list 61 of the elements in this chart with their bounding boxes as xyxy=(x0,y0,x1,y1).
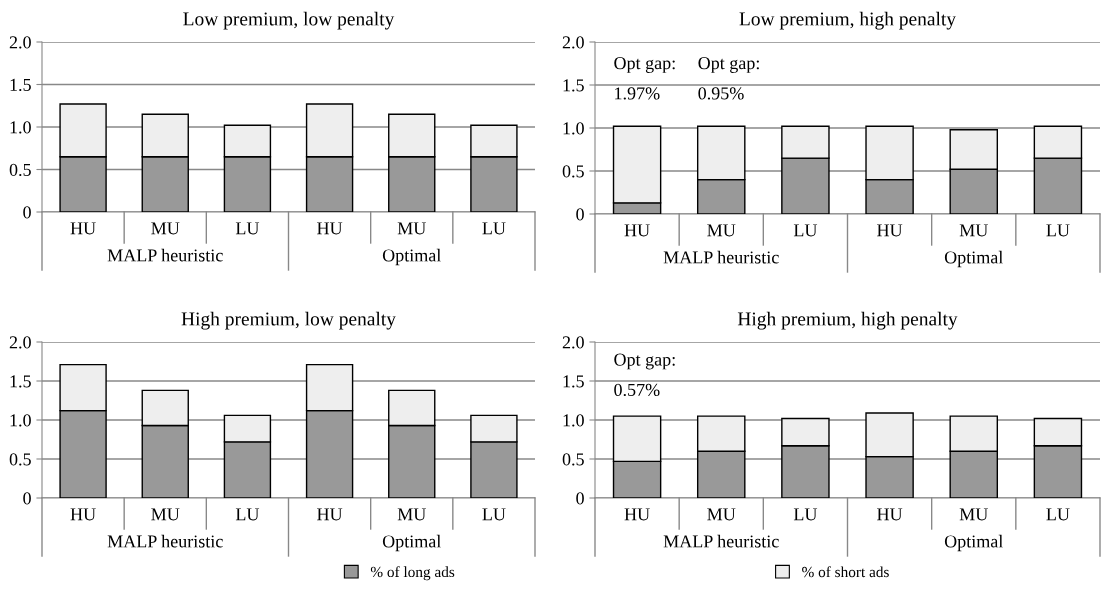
y-tick-label: 2.0 xyxy=(562,336,584,349)
y-tick-label: 1.0 xyxy=(563,414,584,427)
y-tick-label: 0 xyxy=(23,206,31,219)
y-tick-label: 2.0 xyxy=(9,36,31,49)
x-tick-label: LU xyxy=(1046,224,1070,237)
y-tick-label: 0.5 xyxy=(9,453,31,466)
x-tick-label: HU xyxy=(70,508,96,521)
chart-title: High premium, low penalty xyxy=(181,311,396,330)
x-tick-label: MU xyxy=(959,508,988,521)
annotation: Opt gap: 0.95% xyxy=(698,57,759,100)
y-tick-label: 0.5 xyxy=(562,453,584,466)
y-tick-label: 0 xyxy=(576,208,584,221)
x-tick-label: LU xyxy=(793,224,818,237)
x-tick-label: HU xyxy=(317,222,343,235)
text: MALP heuristic xyxy=(107,248,223,262)
y-tick-label: 0.5 xyxy=(562,165,584,178)
x-tick-label: HU xyxy=(624,224,650,237)
x-tick-label: LU xyxy=(1046,508,1070,521)
x-tick-label: LU xyxy=(482,222,506,235)
y-tick-label: 1.0 xyxy=(10,121,31,134)
x-tick-label: MU xyxy=(397,222,426,235)
x-tick-label: MU xyxy=(397,508,426,521)
x-tick-label: MU xyxy=(707,508,736,521)
y-tick-label: 2.0 xyxy=(9,336,31,349)
text: MALP heuristic xyxy=(663,534,779,548)
y-tick-label: 2.0 xyxy=(562,36,584,49)
annotation: Opt gap: 1.97% xyxy=(614,57,675,100)
y-tick-label: 1.5 xyxy=(10,375,31,388)
text: MALP heuristic xyxy=(663,250,779,264)
chart-title: Low premium, high penalty xyxy=(739,11,956,30)
x-tick-label: MU xyxy=(959,224,988,237)
y-tick-label: 1.5 xyxy=(563,375,584,388)
y-tick-label: 1.0 xyxy=(563,122,584,135)
x-tick-label: MU xyxy=(151,508,180,521)
x-tick-label: LU xyxy=(235,508,260,521)
legend-label: % of long ads xyxy=(370,566,455,581)
x-tick-label: HU xyxy=(624,508,650,521)
text: Optimal xyxy=(382,534,441,552)
text: MALP heuristic xyxy=(107,534,223,548)
x-tick-label: MU xyxy=(151,222,180,235)
text: Optimal xyxy=(944,250,1003,268)
x-tick-label: HU xyxy=(877,508,903,521)
x-tick-label: HU xyxy=(317,508,343,521)
x-tick-label: MU xyxy=(707,224,736,237)
x-tick-label: LU xyxy=(482,508,506,521)
x-tick-label: LU xyxy=(235,222,260,235)
chart-title: High premium, high penalty xyxy=(737,311,958,330)
text: Optimal xyxy=(944,534,1003,552)
text: Optimal xyxy=(382,248,441,266)
y-tick-label: 0.5 xyxy=(9,163,31,177)
y-tick-label: 1.5 xyxy=(563,79,584,92)
legend-label: % of short ads xyxy=(802,566,889,578)
x-tick-label: HU xyxy=(877,224,903,237)
y-tick-label: 1.0 xyxy=(10,414,31,427)
y-tick-label: 0 xyxy=(23,492,31,505)
y-tick-label: 1.5 xyxy=(10,78,31,92)
y-tick-label: 0 xyxy=(576,492,584,505)
annotation: Opt gap: 0.57% xyxy=(614,353,675,397)
chart-title: Low premium, low penalty xyxy=(183,11,395,30)
x-tick-label: HU xyxy=(70,222,96,235)
x-tick-label: LU xyxy=(793,508,818,521)
